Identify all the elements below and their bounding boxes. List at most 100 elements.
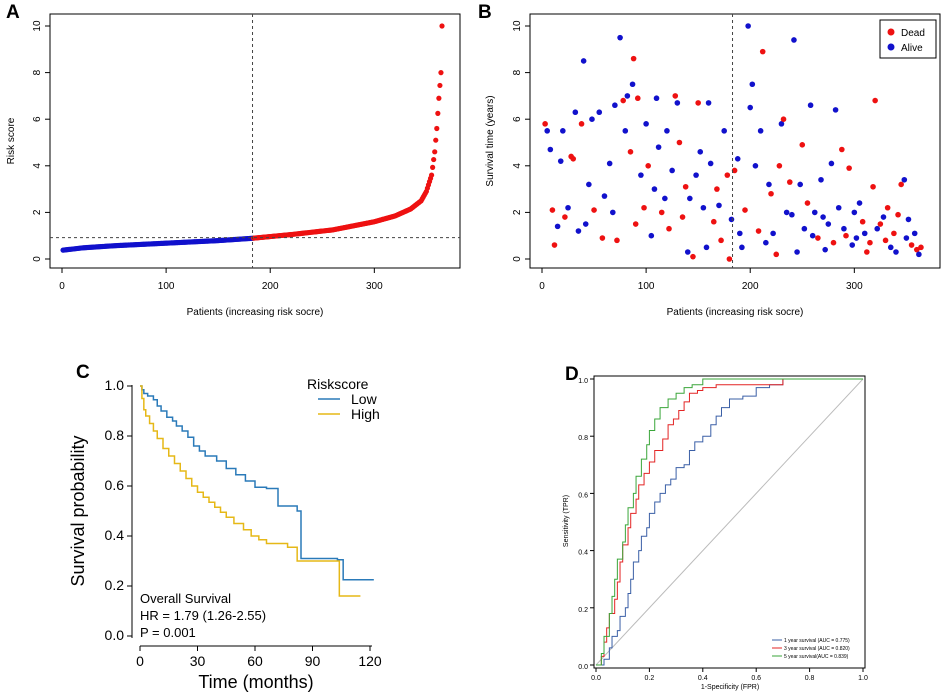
- panel-b-legend-box: [879, 19, 937, 59]
- alive-point: [684, 249, 691, 255]
- legend-high-label: High: [351, 406, 380, 422]
- alive-point: [853, 235, 860, 241]
- alive-point: [601, 193, 608, 199]
- dead-point: [864, 249, 870, 255]
- panel-c-legend: Riskscore Low High: [307, 376, 380, 422]
- alive-point: [606, 160, 613, 167]
- y-tick-label: 2: [512, 209, 523, 215]
- x-tick-label: 300: [846, 281, 863, 292]
- alive-point: [874, 225, 881, 232]
- alive-point: [794, 249, 800, 255]
- panel-d-x-axis: 0.0 0.2 0.4 0.6 0.8 1.0: [591, 668, 868, 682]
- y-tick-label: 6: [512, 116, 523, 122]
- annotation-hazard-ratio: HR = 1.79 (1.26-2.55): [140, 608, 266, 623]
- dead-point: [815, 235, 821, 241]
- panel-b-x-axis: 0 100 200 300: [539, 268, 863, 292]
- alive-point: [703, 244, 710, 251]
- alive-point: [811, 209, 818, 216]
- alive-point: [596, 109, 603, 116]
- legend-low-label: Low: [351, 391, 378, 407]
- alive-point: [721, 128, 727, 134]
- km-curve-high: [140, 385, 361, 597]
- x-tick-label: 30: [190, 653, 206, 669]
- risk-point: [433, 137, 439, 143]
- x-tick-label: 0: [539, 281, 545, 292]
- alive-point: [766, 181, 772, 188]
- dead-point: [578, 121, 585, 127]
- legend-5-year-label: 5 year survival(AUC = 0.839): [784, 654, 849, 660]
- alive-point: [749, 81, 756, 88]
- alive-point: [565, 204, 571, 211]
- panel-c-letter: C: [76, 362, 90, 383]
- dead-point: [867, 239, 873, 246]
- risk-point: [436, 95, 442, 101]
- dead-point: [690, 253, 696, 260]
- legend-alive-label: Alive: [901, 43, 923, 54]
- panel-b-xlabel: Patients (increasing risk socre): [667, 307, 804, 318]
- alive-point: [820, 214, 826, 220]
- panel-d-xlabel: 1-Specificity (FPR): [701, 684, 759, 691]
- y-tick-label: 0.6: [105, 477, 125, 493]
- dead-point: [731, 167, 738, 174]
- alive-point: [737, 230, 743, 237]
- alive-point: [747, 104, 754, 111]
- y-tick-label: 1.0: [105, 377, 125, 393]
- roc-curve-5-year: [596, 378, 863, 666]
- dead-point: [843, 232, 849, 239]
- x-tick-label: 0: [59, 281, 65, 292]
- y-tick-label: 2: [32, 209, 43, 215]
- alive-point: [841, 225, 847, 232]
- alive-point: [851, 209, 858, 216]
- panel-d-y-axis: 0.0 0.2 0.4 0.6 0.8 1.0: [578, 378, 594, 671]
- alive-point: [893, 249, 899, 255]
- risk-point: [428, 172, 435, 178]
- dead-point: [620, 97, 627, 104]
- alive-point: [582, 221, 589, 227]
- panel-b: B 0 2 4 6 8 10 0 100 200 300 Dead Alive Patients…: [478, 2, 941, 318]
- dead-point: [645, 163, 651, 169]
- x-tick-label: 60: [247, 653, 263, 669]
- x-tick-label: 0.8: [805, 675, 815, 682]
- y-tick-label: 0.2: [578, 607, 588, 614]
- dead-point: [773, 251, 780, 258]
- panel-a-ylabel: Risk score: [6, 117, 17, 164]
- alive-point: [669, 167, 675, 174]
- dead-point: [679, 214, 686, 220]
- dead-point: [776, 163, 783, 169]
- alive-point: [809, 232, 816, 239]
- alive-point: [757, 128, 764, 134]
- x-tick-label: 200: [742, 281, 759, 292]
- roc-curve-1-year: [596, 378, 863, 666]
- legend-alive-marker: [887, 43, 895, 51]
- alive-point: [612, 102, 618, 109]
- panel-c-xlabel: Time (months): [198, 672, 313, 692]
- alive-point: [575, 228, 582, 234]
- dead-point: [839, 146, 845, 153]
- dead-point: [614, 237, 620, 244]
- risk-point: [432, 149, 438, 155]
- panel-b-letter: B: [478, 2, 492, 23]
- alive-point: [828, 160, 835, 167]
- alive-point: [832, 107, 839, 113]
- dead-point: [742, 207, 748, 213]
- x-tick-label: 300: [366, 281, 383, 292]
- panel-a-points: [60, 23, 445, 253]
- x-tick-label: 100: [158, 281, 175, 292]
- dead-point: [877, 221, 884, 227]
- panel-c: C 0.0 0.2 0.4 0.6 0.8 1.0 0 30 60 90 120 Riskscor…: [68, 362, 382, 692]
- panel-a: A 0 2 4 6 8 10 0 100 200 300 Patients (increasin…: [6, 2, 461, 318]
- alive-point: [651, 186, 658, 192]
- alive-point: [728, 216, 735, 223]
- dead-point: [682, 183, 689, 190]
- panel-d-letter: D: [565, 364, 579, 385]
- alive-point: [807, 102, 814, 109]
- dead-point: [895, 211, 901, 218]
- dead-point: [630, 55, 637, 62]
- legend-3-year-label: 3 year survival (AUC = 0.820): [784, 646, 850, 652]
- dead-point: [898, 181, 904, 188]
- alive-point: [687, 195, 693, 202]
- dead-point: [551, 242, 558, 248]
- dead-point: [632, 221, 639, 227]
- alive-point: [674, 100, 681, 106]
